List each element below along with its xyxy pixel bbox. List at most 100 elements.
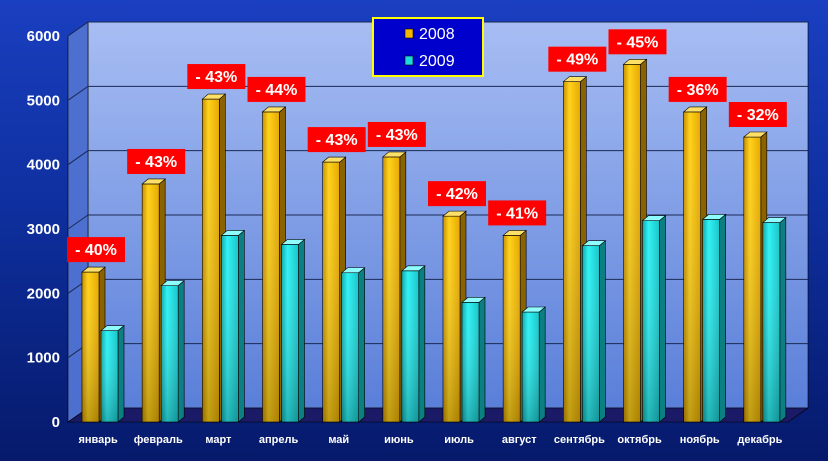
bar-2009-август (521, 306, 546, 423)
annotation-box (307, 127, 366, 153)
annotation-июнь: - 43% (367, 121, 426, 147)
bar-shade (582, 245, 600, 422)
bar-2009-октябрь (641, 214, 667, 423)
bar-side-face (418, 265, 426, 423)
annotation-label: - 44% (256, 82, 298, 99)
annotation-март: - 43% (187, 64, 246, 90)
annotation-box (728, 102, 787, 128)
bar-top-face (743, 131, 768, 138)
annotation-январь: - 40% (67, 237, 125, 263)
bar-side-face (538, 306, 546, 423)
x-tick-label: сентябрь (554, 434, 605, 446)
bar-top-face (141, 178, 166, 185)
bar-shade (503, 235, 521, 422)
bar-shade (762, 222, 780, 422)
x-tick-label: февраль (134, 434, 183, 446)
annotation-label: - 43% (376, 127, 418, 144)
bar-side-face (779, 216, 787, 423)
bar-2009-апрель (280, 238, 306, 423)
bar-side-face (478, 296, 486, 423)
annotation-label: - 40% (75, 242, 117, 259)
legend-label-2008: 2008 (419, 26, 455, 43)
bar-shade (161, 285, 179, 422)
bar-2009-июль (461, 296, 486, 423)
x-tick-label: декабрь (737, 434, 782, 446)
bar-top-face (641, 215, 667, 221)
bar-2009-март (220, 229, 246, 423)
bar-top-face (261, 106, 287, 113)
plot-floor (67, 407, 809, 423)
annotation-box (67, 237, 125, 263)
bar-side-face (659, 214, 666, 423)
bar-shade (563, 81, 581, 422)
bar-2009-май (340, 267, 366, 423)
bar-2009-декабрь (762, 216, 787, 423)
y-tick-label: 2000 (27, 285, 60, 302)
bar-shade (262, 111, 280, 422)
bar-shade (82, 272, 99, 422)
bar-shade (623, 64, 641, 422)
bar-shade (101, 330, 118, 422)
bar-shade (322, 162, 340, 423)
bar-shade (221, 235, 239, 422)
x-tick-label: август (502, 434, 537, 446)
bar-top-face (622, 59, 648, 65)
x-tick-label: июнь (384, 434, 414, 446)
legend-swatch-2008 (404, 28, 414, 39)
annotation-box (488, 200, 547, 226)
bar-shade (462, 302, 479, 422)
annotation-box (247, 76, 306, 102)
bar-top-face (521, 306, 546, 313)
annotation-label: - 43% (195, 69, 237, 86)
bar-top-face (340, 267, 366, 274)
x-tick-label: октябрь (617, 434, 662, 446)
annotation-февраль: - 43% (127, 148, 186, 174)
annotation-label: - 42% (436, 186, 478, 203)
bar-side-face (177, 279, 185, 423)
annotation-box (187, 64, 246, 90)
annotation-label: - 43% (316, 132, 358, 149)
annotation-box (367, 121, 426, 147)
bar-top-face (160, 280, 185, 286)
annotation-октябрь: - 45% (608, 29, 667, 55)
bar-top-face (201, 93, 227, 100)
x-tick-label: апрель (259, 434, 299, 446)
bar-side-face (117, 325, 125, 423)
bar-2008-июль (442, 210, 467, 423)
annotation-box (548, 46, 607, 72)
bar-side-face (358, 267, 365, 423)
annotation-label: - 43% (135, 154, 177, 171)
bar-top-face (280, 239, 306, 245)
bar-2009-июнь (401, 265, 426, 423)
bar-shade (642, 220, 660, 422)
x-tick-label: январь (78, 434, 118, 446)
bar-2008-февраль (141, 178, 166, 423)
bar-2008-май (321, 156, 347, 423)
bar-side-face (719, 213, 726, 423)
bar-shade (443, 216, 460, 422)
annotation-label: - 36% (677, 82, 719, 99)
legend-label-2009: 2009 (419, 53, 455, 70)
y-tick-label: 5000 (27, 92, 60, 109)
bar-top-face (100, 325, 125, 331)
bar-shade (743, 137, 761, 422)
annotation-box (668, 76, 727, 102)
x-tick-label: июль (444, 434, 474, 446)
bar-top-face (81, 266, 106, 273)
bar-top-face (562, 76, 588, 82)
bar-shade (142, 183, 160, 422)
annotation-label: - 41% (496, 205, 538, 222)
x-tick-label: март (205, 434, 232, 446)
bar-top-face (442, 210, 467, 217)
bar-shade (702, 219, 720, 422)
bar-2008-март (201, 93, 227, 423)
x-tick-label: май (328, 434, 349, 446)
bar-top-face (682, 106, 708, 113)
bar-shade (202, 99, 220, 423)
y-tick-label: 6000 (27, 28, 60, 45)
bar-shade (401, 270, 419, 422)
bar-2009-январь (100, 325, 125, 423)
annotation-box (608, 29, 667, 55)
legend-box (372, 17, 484, 77)
